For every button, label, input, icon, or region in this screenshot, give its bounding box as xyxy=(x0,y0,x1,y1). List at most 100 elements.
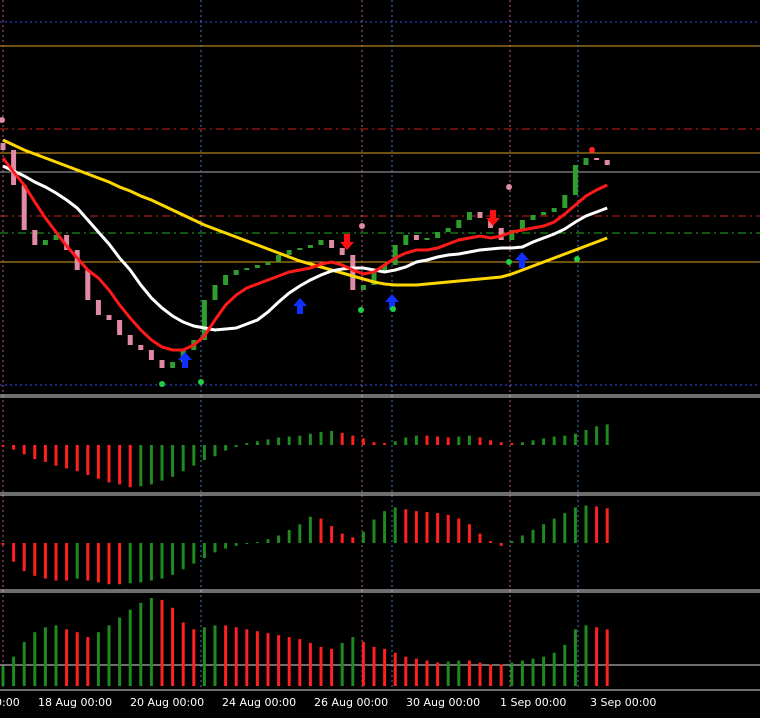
x-tick-label: 24 Aug 00:00 xyxy=(222,696,296,709)
histogram-bar xyxy=(446,661,450,686)
histogram-bar xyxy=(478,437,482,445)
candle xyxy=(265,262,271,265)
histogram-bar xyxy=(149,543,153,581)
histogram-bar xyxy=(54,445,58,466)
histogram-bar xyxy=(107,543,111,585)
histogram-bar xyxy=(1,666,5,686)
candle xyxy=(286,250,292,255)
dot xyxy=(198,379,204,385)
histogram-bar xyxy=(351,435,355,445)
candle xyxy=(138,345,144,350)
histogram-bar xyxy=(552,436,556,445)
histogram-bar xyxy=(139,445,143,487)
histogram-bar xyxy=(298,524,302,543)
histogram-bar xyxy=(54,543,58,581)
histogram-bar xyxy=(351,537,355,543)
histogram-bar xyxy=(255,441,259,445)
histogram-bar xyxy=(160,599,164,686)
histogram-bar xyxy=(43,445,47,462)
candle xyxy=(509,230,515,240)
histogram-bar xyxy=(584,505,588,543)
histogram-bar xyxy=(213,543,217,553)
candle xyxy=(424,238,430,240)
histogram-bar xyxy=(489,664,493,686)
histogram-bar xyxy=(393,652,397,686)
histogram-bar xyxy=(181,445,185,472)
dot xyxy=(359,223,365,229)
histogram-bar xyxy=(22,543,26,572)
histogram-bar xyxy=(467,660,471,686)
histogram-bar xyxy=(499,543,503,546)
candle xyxy=(318,240,324,245)
candle xyxy=(445,228,451,232)
signals xyxy=(0,117,595,387)
histogram-bar xyxy=(361,531,365,543)
histogram-bar xyxy=(520,660,524,686)
histogram-bar xyxy=(149,597,153,686)
histogram-bar xyxy=(436,662,440,686)
histogram-bar xyxy=(86,445,90,475)
histogram-bar xyxy=(202,627,206,686)
candle xyxy=(106,315,112,320)
histogram-bar xyxy=(277,635,281,686)
histogram-bar xyxy=(330,430,334,445)
x-tick-label: 26 Aug 00:00 xyxy=(314,696,388,709)
histogram-bar xyxy=(107,445,111,483)
dot xyxy=(506,259,512,265)
histogram-bar xyxy=(467,435,471,445)
histogram-bar xyxy=(33,543,37,576)
histogram-bar xyxy=(139,543,143,583)
histogram-bar xyxy=(542,524,546,543)
candle xyxy=(53,235,59,240)
histogram-bar xyxy=(425,660,429,686)
histogram-bar xyxy=(224,543,228,549)
histogram-bar xyxy=(33,445,37,460)
histogram-bar xyxy=(234,543,238,546)
candle xyxy=(0,143,6,150)
buy-arrow xyxy=(385,294,399,310)
candle xyxy=(159,360,165,368)
histogram-bar xyxy=(192,629,196,686)
histogram-bar xyxy=(457,518,461,543)
histogram-bar xyxy=(54,625,58,686)
candle xyxy=(572,165,578,195)
histogram-bar xyxy=(361,641,365,686)
histogram-bar xyxy=(171,607,175,686)
histogram-bar xyxy=(234,627,238,686)
histogram-bar xyxy=(510,541,514,543)
candle xyxy=(42,240,48,245)
histogram-bar xyxy=(436,436,440,445)
histogram-bar xyxy=(65,543,69,581)
histogram-bar xyxy=(255,631,259,686)
histogram-bar xyxy=(383,511,387,543)
buy-arrow xyxy=(178,352,192,368)
dot xyxy=(159,381,165,387)
histogram-bar xyxy=(489,541,493,543)
candle xyxy=(212,285,218,300)
histogram-bar xyxy=(383,443,387,445)
histogram-bar xyxy=(86,637,90,686)
candle xyxy=(382,265,388,272)
buy-arrow xyxy=(293,298,307,314)
histogram-bar xyxy=(478,533,482,543)
histogram-bar xyxy=(43,543,47,579)
histogram-bar xyxy=(128,445,132,488)
histogram-bar xyxy=(12,445,16,450)
histogram-bar xyxy=(520,535,524,543)
candle xyxy=(201,300,207,340)
histogram-bar xyxy=(224,625,228,686)
histogram-bar xyxy=(351,637,355,686)
histogram-bar xyxy=(266,633,270,686)
histogram-bar xyxy=(542,656,546,686)
candle xyxy=(148,350,154,360)
histogram-bar xyxy=(118,445,122,485)
histogram-bar xyxy=(245,443,249,445)
histogram-bar xyxy=(414,658,418,686)
candle xyxy=(276,255,282,262)
candle xyxy=(85,270,91,300)
candle xyxy=(435,232,441,238)
histogram-bar xyxy=(330,648,334,686)
histogram-bar xyxy=(213,625,217,686)
